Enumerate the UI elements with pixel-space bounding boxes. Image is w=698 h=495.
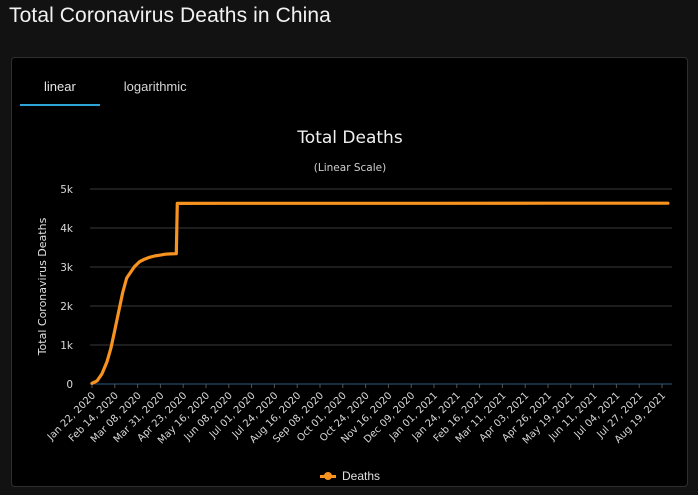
y-tick-label: 2k <box>60 301 74 313</box>
y-tick-label: 1k <box>60 340 74 352</box>
chart-panel: Total Deaths (Linear Scale) 0 1k 2k 3k 4k 5k Tot… <box>11 57 688 487</box>
y-tick-label: 3k <box>60 262 74 274</box>
deaths-line-chart: Total Deaths (Linear Scale) 0 1k 2k 3k 4k 5k Tot… <box>36 128 672 446</box>
scale-tabs: linear logarithmic <box>20 70 211 108</box>
series-line-deaths <box>90 201 670 385</box>
tab-linear[interactable]: linear <box>20 70 100 106</box>
y-axis-label: Total Coronavirus Deaths <box>36 217 49 356</box>
y-tick-label: 0 <box>66 379 73 391</box>
chart-legend[interactable]: Deaths <box>320 469 380 483</box>
page-title: Total Coronavirus Deaths in China <box>9 4 331 27</box>
legend-line-swatch <box>320 471 336 480</box>
legend-label-deaths: Deaths <box>342 469 381 483</box>
tab-logarithmic[interactable]: logarithmic <box>123 79 187 94</box>
chart-title: Total Deaths <box>296 128 403 148</box>
y-tick-label: 5k <box>60 184 74 196</box>
y-tick-label: 4k <box>60 223 74 235</box>
chart-subtitle: (Linear Scale) <box>314 162 386 174</box>
chart-area: Total Deaths (Linear Scale) 0 1k 2k 3k 4k 5k Tot… <box>12 58 689 488</box>
